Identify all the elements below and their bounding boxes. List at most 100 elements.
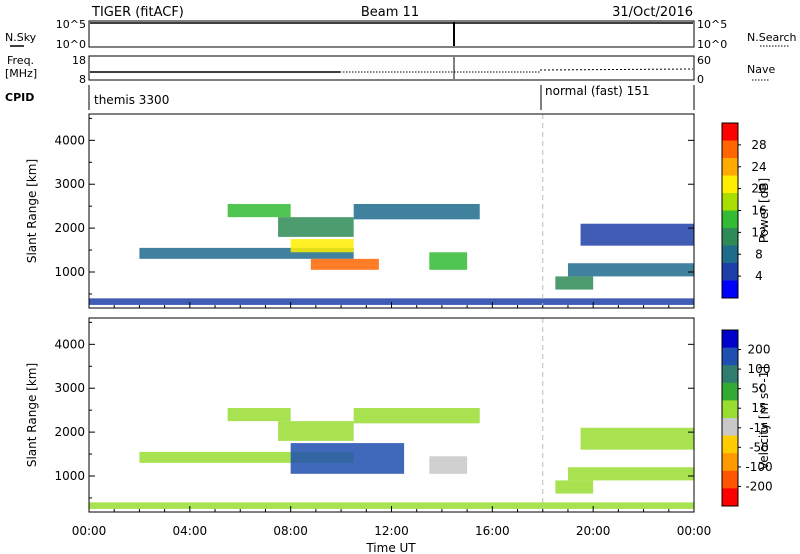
velocity-y-tick-label: 4000 <box>54 337 85 351</box>
power-echo-region <box>89 298 694 305</box>
station-title: TIGER (fitACF) <box>91 5 184 20</box>
cpid-row: CPID themis 3300 normal (fast) 151 <box>5 84 695 110</box>
power-y-tick-label: 2000 <box>54 221 85 235</box>
nsky-tick-high: 10^5 <box>56 18 86 31</box>
cpid-segment-2: normal (fast) 151 <box>545 84 649 98</box>
power-y-tick-label: 1000 <box>54 265 85 279</box>
freq-label: Freq. <box>7 54 34 67</box>
velocity-colorbar-tick-label: -15 <box>749 421 769 435</box>
velocity-echo-region <box>353 407 480 424</box>
velocity-colorbar-tick-label: 200 <box>748 343 771 357</box>
power-colorbar-swatch <box>722 210 738 229</box>
power-echo-region <box>278 217 354 237</box>
velocity-colorbar-swatch <box>722 470 738 489</box>
nsearch-tick-low: 10^0 <box>697 38 727 51</box>
velocity-colorbar-swatch <box>722 453 738 472</box>
power-colorbar-tick-label: 24 <box>751 160 766 174</box>
x-tick-label: 00:00 <box>72 524 107 538</box>
velocity-y-tick-label: 3000 <box>54 381 85 395</box>
velocity-echo-region <box>89 502 694 509</box>
nsearch-tick-high: 10^5 <box>697 18 727 31</box>
velocity-echo-region <box>555 480 594 494</box>
power-colorbar-tick-label: 4 <box>755 269 763 283</box>
power-colorbar-swatch <box>722 228 738 246</box>
velocity-colorbar-label: Velocity [m s^-1] <box>757 366 771 470</box>
velocity-colorbar-swatch <box>722 418 738 437</box>
power-echo-region <box>139 247 354 259</box>
freq-frame <box>88 55 695 81</box>
nave-label: Nave <box>747 63 775 76</box>
velocity-echo-region <box>429 456 468 474</box>
velocity-echo-region <box>278 421 354 441</box>
power-colorbar-swatch <box>722 158 738 176</box>
velocity-colorbar-tick-label: 100 <box>748 362 771 376</box>
velocity-echo-region <box>567 467 694 481</box>
nsky-label: N.Sky <box>5 31 37 44</box>
power-echo-region <box>580 223 694 246</box>
power-colorbar-tick-label: 12 <box>751 225 766 239</box>
velocity-colorbar-swatch <box>722 330 738 349</box>
time-axis: Time UT 00:00 04:00 08:00 12:00 16:00 20:00 00… <box>72 524 712 554</box>
x-axis-label: Time UT <box>365 541 416 554</box>
power-echo-region <box>290 239 354 253</box>
velocity-y-tick-label: 1000 <box>54 469 85 483</box>
velocity-echo-region <box>580 427 694 450</box>
beam-title: Beam 11 <box>361 5 419 20</box>
power-y-axis-label: Slant Range [km] <box>25 159 39 263</box>
power-echo-region <box>353 203 480 220</box>
freq-unit: [MHz] <box>5 67 37 80</box>
nsearch-label: N.Search <box>747 31 797 44</box>
velocity-colorbar-swatch <box>722 435 738 454</box>
velocity-echo-region <box>290 443 405 474</box>
velocity-echo-region <box>139 451 354 463</box>
cpid-label: CPID <box>5 91 34 104</box>
velocity-colorbar-tick-label: 15 <box>751 401 766 415</box>
velocity-colorbar-swatch <box>722 400 738 419</box>
power-colorbar-swatch <box>722 193 738 211</box>
velocity-panel: 1000 2000 3000 4000 Slant Range [km] 200 100 50… <box>25 317 773 513</box>
power-echo-region <box>567 263 694 277</box>
date-title: 31/Oct/2016 <box>612 5 693 20</box>
velocity-echo-region <box>227 407 291 422</box>
power-colorbar-tick-label: 20 <box>751 182 766 196</box>
velocity-colorbar-swatch <box>722 365 738 384</box>
velocity-colorbar-tick-label: -50 <box>749 440 769 454</box>
cpid-segment-1: themis 3300 <box>94 93 169 107</box>
x-tick-label: 04:00 <box>173 524 208 538</box>
power-echo-region <box>555 276 594 290</box>
freq-tick-low: 8 <box>79 73 86 86</box>
power-colorbar-tick-label: 16 <box>751 204 766 218</box>
power-colorbar-swatch <box>722 140 738 159</box>
power-y-tick-label: 3000 <box>54 177 85 191</box>
power-echo-region <box>429 252 468 270</box>
velocity-y-tick-label: 2000 <box>54 425 85 439</box>
velocity-colorbar-tick-label: 50 <box>751 382 766 396</box>
velocity-y-axis-label: Slant Range [km] <box>25 363 39 467</box>
velocity-colorbar-tick-label: -200 <box>745 479 772 493</box>
power-colorbar-tick-label: 28 <box>751 138 766 152</box>
power-colorbar-swatch <box>722 123 738 141</box>
x-tick-label: 12:00 <box>374 524 409 538</box>
nsky-tick-low: 10^0 <box>56 38 86 51</box>
power-echo-region <box>310 258 379 270</box>
power-echo-region <box>227 203 291 218</box>
power-colorbar-swatch <box>722 280 738 299</box>
power-colorbar-swatch <box>722 175 738 194</box>
x-tick-label: 00:00 <box>677 524 712 538</box>
power-colorbar-tick-label: 8 <box>755 247 763 261</box>
velocity-colorbar-swatch <box>722 488 738 507</box>
freq-tick-high: 18 <box>72 54 86 67</box>
velocity-colorbar-frame <box>721 329 739 507</box>
velocity-colorbar-tick-label: -100 <box>745 460 772 474</box>
x-tick-label: 20:00 <box>576 524 611 538</box>
x-tick-label: 08:00 <box>273 524 308 538</box>
nave-tick-high: 60 <box>697 54 711 67</box>
power-colorbar-swatch <box>722 245 738 264</box>
nave-trace <box>539 68 694 71</box>
nsky-frame <box>88 20 695 48</box>
power-colorbar-label: Power [dB] <box>757 178 771 243</box>
power-panel: 1000 2000 3000 4000 Slant Range [km] 28 24 20 16… <box>25 113 771 309</box>
freq-panel: 18 8 60 0 Freq. [MHz] Nave <box>5 54 775 86</box>
nave-tick-low: 0 <box>697 73 704 86</box>
